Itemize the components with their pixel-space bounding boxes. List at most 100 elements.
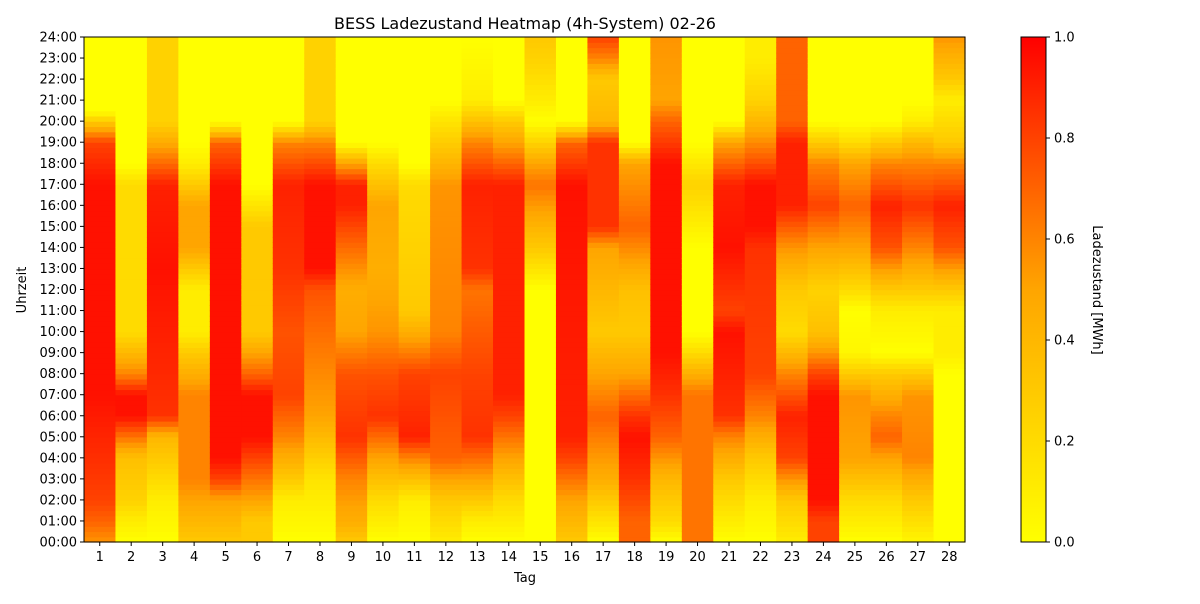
heatmap-cell — [618, 210, 651, 217]
heatmap-cell — [744, 389, 777, 396]
heatmap-cell — [84, 536, 117, 543]
heatmap-cell — [933, 315, 966, 322]
heatmap-cell — [430, 152, 463, 159]
heatmap-cell — [681, 115, 714, 122]
heatmap-cell — [398, 189, 431, 196]
heatmap-cell — [587, 247, 620, 254]
heatmap-cell — [178, 468, 211, 475]
heatmap-cell — [839, 221, 872, 227]
heatmap-cell — [524, 121, 557, 128]
y-tick-label: 21:00 — [40, 94, 77, 109]
heatmap-cell — [650, 142, 683, 149]
heatmap-cell — [146, 442, 179, 448]
heatmap-cell — [713, 384, 746, 391]
heatmap-cell — [367, 347, 400, 354]
heatmap-cell — [367, 47, 400, 54]
heatmap-cell — [650, 426, 683, 433]
heatmap-cell — [681, 300, 714, 306]
heatmap-cell — [650, 447, 683, 454]
heatmap-cell — [555, 84, 589, 91]
heatmap-cell — [524, 173, 557, 180]
heatmap-cell — [398, 163, 431, 170]
heatmap-cell — [839, 200, 872, 206]
heatmap-cell — [650, 263, 683, 270]
heatmap-cell — [115, 515, 148, 522]
heatmap-cell — [493, 215, 526, 222]
heatmap-cell — [367, 410, 400, 417]
heatmap-cell — [650, 415, 683, 422]
heatmap-cell — [713, 447, 746, 454]
heatmap-cell — [115, 94, 148, 101]
heatmap-cell — [807, 389, 840, 396]
heatmap-cell — [272, 399, 305, 406]
heatmap-cell — [807, 257, 840, 264]
heatmap-cell — [367, 73, 400, 80]
heatmap-cell — [367, 94, 400, 101]
heatmap-cell — [398, 247, 431, 254]
heatmap-cell — [367, 526, 400, 533]
heatmap-cell — [839, 436, 872, 443]
heatmap-cell — [776, 226, 809, 233]
heatmap-cell — [272, 105, 305, 112]
heatmap-cell — [681, 189, 714, 196]
heatmap-cell — [367, 147, 400, 154]
heatmap-cell — [115, 315, 148, 322]
heatmap-cell — [398, 184, 431, 191]
y-tick-label: 15:00 — [40, 220, 77, 235]
heatmap-cell — [178, 73, 211, 80]
heatmap-cell — [335, 247, 368, 254]
heatmap-cell — [178, 315, 211, 322]
heatmap-cell — [304, 489, 337, 496]
heatmap-cell — [713, 247, 746, 254]
heatmap-cell — [304, 236, 337, 243]
heatmap-cell — [335, 468, 368, 475]
heatmap-cell — [398, 200, 431, 206]
heatmap-cell — [870, 373, 903, 380]
heatmap-cell — [115, 231, 148, 238]
heatmap-cell — [650, 436, 683, 443]
heatmap-cell — [744, 305, 777, 312]
heatmap-cell — [461, 89, 494, 96]
heatmap-cell — [713, 431, 746, 438]
heatmap-cell — [618, 115, 651, 122]
heatmap-cell — [430, 452, 463, 459]
heatmap-cell — [272, 326, 305, 333]
heatmap-cell — [870, 331, 903, 338]
heatmap-cell — [681, 278, 714, 285]
heatmap-cell — [524, 289, 557, 296]
heatmap-cell — [398, 147, 431, 154]
heatmap-cell — [430, 189, 463, 196]
heatmap-cell — [241, 284, 274, 291]
heatmap-cell — [304, 257, 337, 264]
heatmap-cell — [902, 315, 935, 322]
heatmap-cell — [146, 494, 179, 501]
heatmap-cell — [870, 484, 903, 490]
heatmap-cell — [84, 515, 117, 522]
heatmap-cell — [524, 326, 557, 333]
heatmap-cell — [241, 273, 274, 280]
heatmap-cell — [713, 505, 746, 512]
heatmap-cell — [461, 163, 494, 170]
heatmap-cell — [430, 463, 463, 469]
heatmap-cell — [744, 110, 777, 117]
heatmap-cell — [367, 194, 400, 201]
heatmap-cell — [335, 242, 368, 249]
heatmap-cell — [209, 121, 242, 128]
heatmap-cell — [178, 79, 211, 85]
x-tick-label: 27 — [910, 550, 927, 565]
heatmap-cell — [807, 58, 840, 64]
heatmap-cell — [870, 47, 903, 54]
heatmap-cell — [618, 221, 651, 227]
heatmap-cell — [367, 452, 400, 459]
heatmap-cell — [870, 147, 903, 154]
heatmap-cell — [115, 499, 148, 506]
heatmap-cell — [618, 431, 651, 438]
heatmap-cell — [587, 278, 620, 285]
heatmap-cell — [115, 421, 148, 427]
heatmap-cell — [461, 499, 494, 506]
heatmap-cell — [650, 184, 683, 191]
heatmap-cell — [681, 352, 714, 359]
heatmap-cell — [839, 352, 872, 359]
heatmap-cell — [430, 200, 463, 206]
